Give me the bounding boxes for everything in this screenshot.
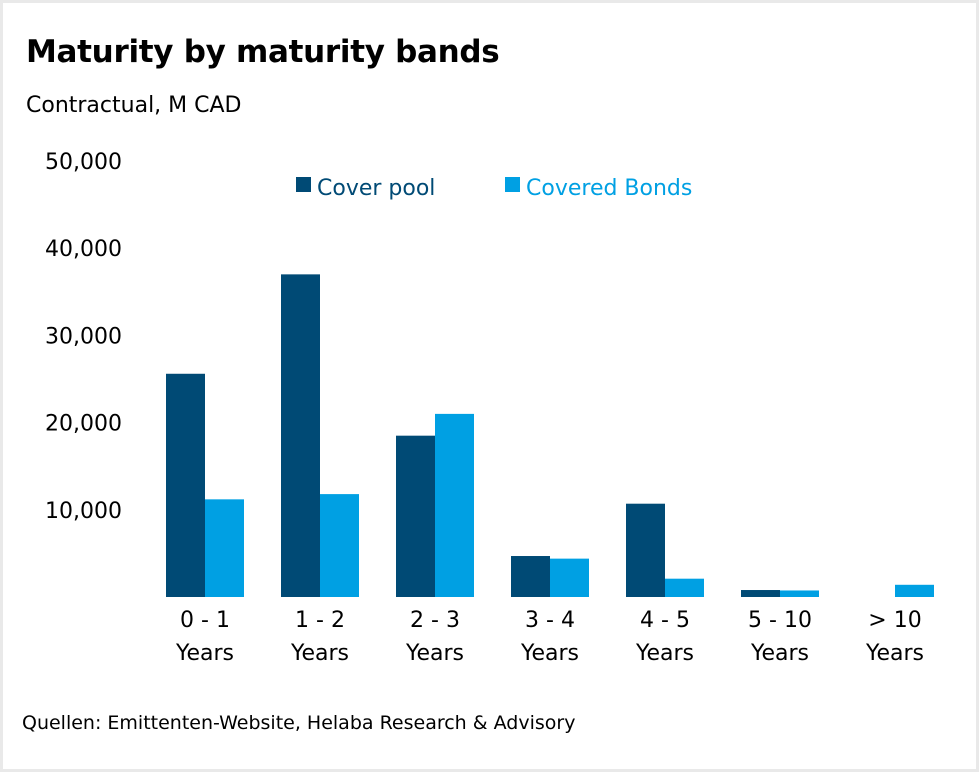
x-tick-label: Years: [750, 641, 809, 666]
bar-cover-pool: [511, 556, 550, 597]
x-tick-label: 4 - 5: [640, 608, 690, 633]
bar-covered-bonds: [320, 494, 359, 597]
legend-swatch: [505, 177, 520, 192]
chart-title: Maturity by maturity bands: [26, 34, 500, 70]
chart-frame: [3, 3, 976, 769]
x-tick-label: 2 - 3: [410, 608, 460, 633]
bar-cover-pool: [626, 503, 665, 597]
x-tick-label: 0 - 1: [180, 608, 230, 633]
bar-covered-bonds: [550, 558, 589, 597]
bar-covered-bonds: [895, 584, 934, 597]
x-tick-label: Years: [635, 641, 694, 666]
bar-covered-bonds: [435, 413, 474, 597]
y-tick-label: 30,000: [45, 324, 122, 349]
x-tick-label: 1 - 2: [295, 608, 345, 633]
legend-swatch: [296, 177, 311, 192]
y-tick-label: 50,000: [45, 150, 122, 175]
bar-covered-bonds: [780, 590, 819, 597]
bar-cover-pool: [166, 373, 205, 597]
x-tick-label: Years: [290, 641, 349, 666]
x-tick-label: > 10: [868, 608, 921, 633]
bars: [166, 274, 934, 597]
x-tick-label: Years: [175, 641, 234, 666]
y-tick-label: 10,000: [45, 499, 122, 524]
source-note: Quellen: Emittenten-Website, Helaba Rese…: [22, 712, 576, 734]
bar-covered-bonds: [665, 578, 704, 597]
legend: Cover pool Covered Bonds: [296, 176, 692, 201]
chart-subtitle: Contractual, M CAD: [26, 93, 242, 118]
x-tick-label: Years: [865, 641, 924, 666]
legend-label: Covered Bonds: [526, 176, 692, 201]
x-tick-label: Years: [405, 641, 464, 666]
y-tick-label: 40,000: [45, 237, 122, 262]
bar-covered-bonds: [205, 499, 244, 597]
x-tick-label: 3 - 4: [525, 608, 575, 633]
y-axis: 10,000 20,000 30,000 40,000 50,000: [45, 150, 122, 524]
bar-cover-pool: [396, 435, 435, 597]
x-tick-label: 5 - 10: [748, 608, 812, 633]
x-tick-label: Years: [520, 641, 579, 666]
x-axis: 0 - 1 Years 1 - 2 Years 2 - 3 Years 3 - 4 Years…: [175, 608, 924, 666]
bar-cover-pool: [741, 590, 780, 597]
bar-cover-pool: [281, 274, 320, 597]
y-tick-label: 20,000: [45, 412, 122, 437]
legend-label: Cover pool: [317, 176, 435, 201]
